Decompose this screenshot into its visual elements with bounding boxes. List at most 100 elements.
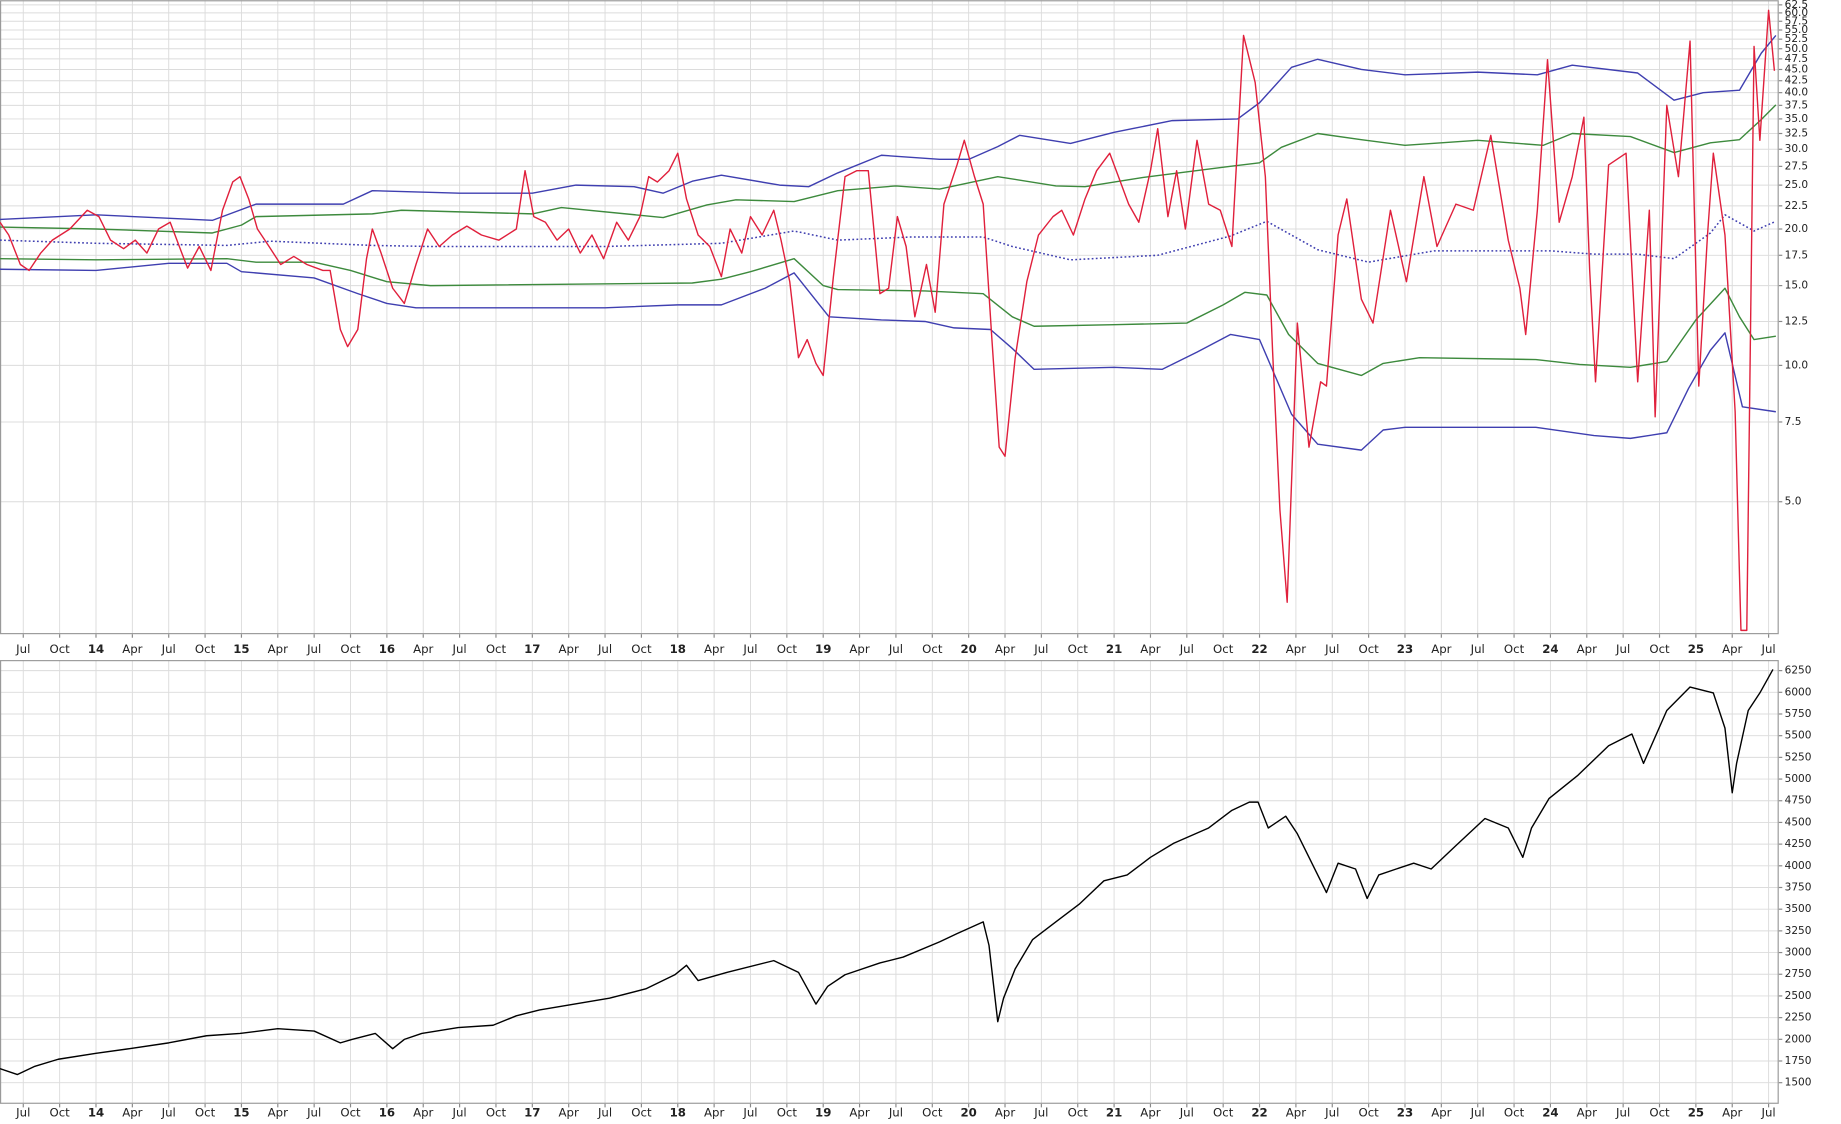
x-tick-label: Apr <box>704 642 724 656</box>
x-tick-label: 22 <box>1251 642 1267 656</box>
x-tick-label: 20 <box>960 642 976 656</box>
x-tick-label: Oct <box>1213 1106 1234 1120</box>
x-tick-label: Jul <box>742 642 757 656</box>
x-tick-label: Oct <box>777 1106 798 1120</box>
y-tick-label: 45.0 <box>1785 63 1809 75</box>
x-tick-label: Apr <box>122 642 142 656</box>
x-tick-label: Jul <box>742 1106 757 1120</box>
y-tick-label: 17.5 <box>1785 249 1808 261</box>
x-tick-label: Apr <box>1140 642 1160 656</box>
y-tick-label: 50.0 <box>1785 43 1809 55</box>
x-tick-label: Jul <box>15 1106 30 1120</box>
y-tick-label: 4000 <box>1785 860 1812 872</box>
x-tick-label: Apr <box>413 1106 433 1120</box>
x-tick-label: Oct <box>1068 642 1089 656</box>
x-tick-label: Oct <box>195 1106 216 1120</box>
y-tick-label: 5750 <box>1785 708 1812 720</box>
y-tick-label: 5.0 <box>1785 496 1802 508</box>
y-tick-label: 3250 <box>1785 925 1812 937</box>
y-tick-label: 2000 <box>1785 1033 1812 1045</box>
x-tick-label: 16 <box>379 1106 395 1120</box>
x-tick-label: Apr <box>1431 1106 1451 1120</box>
x-tick-label: Jul <box>452 1106 467 1120</box>
y-tick-label: 32.5 <box>1785 128 1808 140</box>
x-tick-label: 24 <box>1542 642 1558 656</box>
plot-area <box>0 9 1777 632</box>
x-tick-label: Jul <box>161 642 176 656</box>
x-tick-label: Jul <box>1033 642 1048 656</box>
x-tick-label: Jul <box>1761 1106 1776 1120</box>
x-tick-label: Apr <box>559 1106 579 1120</box>
x-tick-label: Oct <box>340 1106 361 1120</box>
x-tick-label: Oct <box>1649 1106 1670 1120</box>
y-tick-label: 42.5 <box>1785 75 1808 87</box>
y-tick-label: 6000 <box>1785 686 1812 698</box>
y-tick-label: 20.0 <box>1785 223 1809 235</box>
y-tick-label: 3750 <box>1785 881 1812 893</box>
y-tick-label: 30.0 <box>1785 143 1809 155</box>
x-tick-label: Apr <box>704 1106 724 1120</box>
x-tick-label: 22 <box>1251 1106 1267 1120</box>
x-tick-label: Jul <box>1470 1106 1485 1120</box>
y-tick-label: 52.5 <box>1785 33 1808 45</box>
x-tick-label: Jul <box>888 642 903 656</box>
x-tick-label: Oct <box>195 642 216 656</box>
y-tick-label: 57.5 <box>1785 15 1808 27</box>
x-tick-label: Oct <box>486 642 507 656</box>
y-tick-label: 55.0 <box>1785 24 1809 36</box>
x-tick-label: Jul <box>161 1106 176 1120</box>
data-line <box>0 214 1777 263</box>
x-tick-label: Apr <box>268 1106 288 1120</box>
plot-area <box>0 669 1774 1076</box>
x-tick-label: Oct <box>49 642 70 656</box>
x-tick-label: Apr <box>1286 1106 1306 1120</box>
x-tick-label: Jul <box>888 1106 903 1120</box>
y-tick-label: 2750 <box>1785 968 1812 980</box>
x-tick-label: 18 <box>670 1106 686 1120</box>
x-tick-label: Apr <box>995 642 1015 656</box>
x-tick-label: Oct <box>1649 642 1670 656</box>
x-tick-label: Jul <box>452 642 467 656</box>
y-tick-label: 3500 <box>1785 903 1812 915</box>
x-tick-label: Oct <box>922 1106 943 1120</box>
x-tick-label: Jul <box>597 1106 612 1120</box>
x-tick-label: 23 <box>1397 642 1413 656</box>
y-tick-label: 10.0 <box>1785 359 1809 371</box>
x-tick-label: Jul <box>1615 642 1630 656</box>
x-tick-label: 19 <box>815 1106 831 1120</box>
x-tick-label: 21 <box>1106 1106 1122 1120</box>
x-tick-label: 14 <box>88 642 104 656</box>
y-tick-label: 37.5 <box>1785 99 1808 111</box>
x-tick-label: Jul <box>1615 1106 1630 1120</box>
data-line <box>0 35 1777 222</box>
x-tick-label: Oct <box>631 642 652 656</box>
y-tick-label: 25.0 <box>1785 179 1809 191</box>
x-tick-label: Jul <box>1179 642 1194 656</box>
y-tick-label: 4250 <box>1785 838 1812 850</box>
plot-frame <box>0 660 1779 1104</box>
y-tick-label: 60.0 <box>1785 7 1809 19</box>
y-tick-label: 5500 <box>1785 730 1812 742</box>
x-tick-label: Jul <box>15 642 30 656</box>
x-tick-label: Oct <box>1504 1106 1525 1120</box>
x-tick-label: 23 <box>1397 1106 1413 1120</box>
y-tick-label: 6250 <box>1785 665 1812 677</box>
x-tick-label: Apr <box>122 1106 142 1120</box>
x-tick-label: Apr <box>1577 1106 1597 1120</box>
x-tick-label: Jul <box>1324 1106 1339 1120</box>
y-tick-label: 15.0 <box>1785 280 1809 292</box>
x-tick-label: Oct <box>1213 642 1234 656</box>
x-tick-label: Jul <box>1033 1106 1048 1120</box>
x-tick-label: Oct <box>1504 642 1525 656</box>
x-tick-label: Oct <box>631 1106 652 1120</box>
x-tick-label: Oct <box>486 1106 507 1120</box>
y-tick-label: 4750 <box>1785 795 1812 807</box>
x-tick-label: 19 <box>815 642 831 656</box>
y-tick-label: 2500 <box>1785 990 1812 1002</box>
y-tick-label: 5250 <box>1785 751 1812 763</box>
x-tick-label: Oct <box>1068 1106 1089 1120</box>
x-tick-label: Oct <box>49 1106 70 1120</box>
data-line <box>0 669 1774 1076</box>
x-tick-label: 15 <box>233 1106 249 1120</box>
x-tick-label: Jul <box>1761 642 1776 656</box>
